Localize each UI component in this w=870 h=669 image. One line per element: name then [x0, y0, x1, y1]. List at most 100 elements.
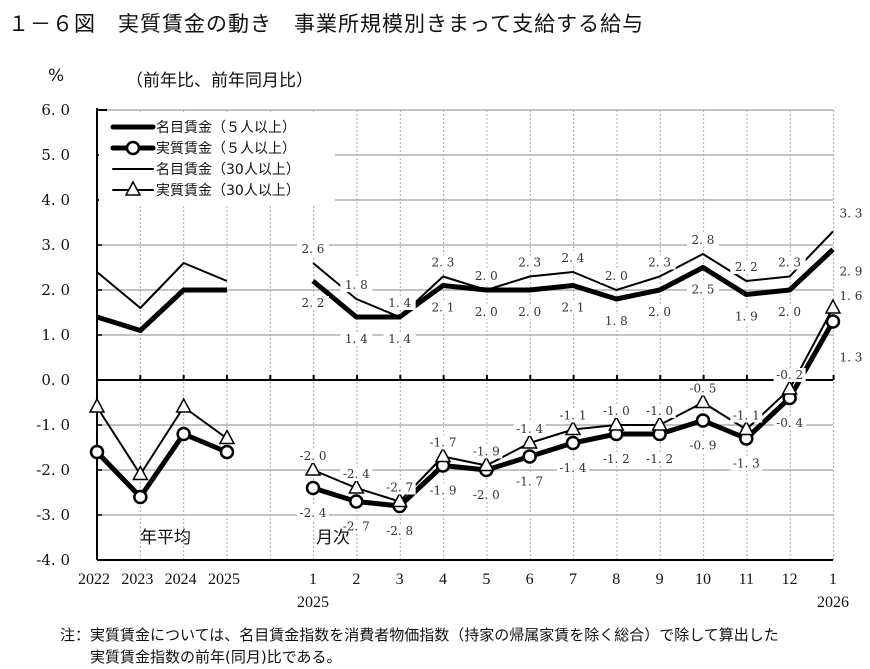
y-tick-label: 5. 0 — [41, 146, 70, 164]
circle-marker — [695, 413, 711, 428]
data-label-bg — [426, 300, 459, 315]
triangle-marker — [781, 379, 798, 395]
data-label: -1. 9 — [430, 484, 457, 498]
data-label: 2. 0 — [605, 269, 628, 283]
data-label-bg — [513, 474, 546, 489]
chart-title: １－６図 実質賃金の動き 事業所規模別きまって支給する給与 — [8, 12, 645, 36]
triangle-marker — [434, 446, 452, 463]
triangle-marker — [124, 180, 142, 196]
data-label: 2. 1 — [432, 301, 455, 315]
data-label: 2. 4 — [562, 251, 585, 265]
triangle-marker — [304, 460, 322, 476]
data-label-bg — [556, 251, 589, 265]
data-label-bg — [600, 404, 633, 418]
y-tick-label: -2. 0 — [36, 461, 70, 479]
data-label: -0. 5 — [689, 382, 716, 396]
x-tick-label-month: 12 — [782, 571, 798, 588]
data-label-bg — [686, 233, 719, 247]
x-tick-label-annual: 2024 — [165, 571, 197, 588]
data-label-bg — [297, 296, 329, 310]
triangle-marker — [218, 428, 236, 445]
x-tick-label-month: 9 — [656, 571, 664, 588]
x-tick-label-month: 7 — [569, 571, 577, 588]
data-label: 2. 9 — [840, 265, 863, 279]
data-label: 2. 3 — [518, 256, 541, 270]
circle-marker — [349, 494, 364, 509]
x-tick-label-month: 1 — [829, 571, 837, 588]
data-label-bg — [834, 289, 867, 303]
data-label: -1. 0 — [646, 404, 673, 418]
data-label-bg — [686, 282, 719, 297]
data-label: 2. 1 — [562, 301, 585, 315]
data-label-bg — [297, 242, 329, 256]
data-label: 2. 3 — [648, 256, 671, 270]
x-tick-label-month: 10 — [695, 571, 711, 588]
data-label: -1. 1 — [733, 409, 760, 423]
data-label-bg — [340, 467, 373, 481]
y-tick-label: 3. 0 — [41, 236, 70, 254]
data-label-bg — [513, 305, 546, 319]
data-label: 1. 4 — [388, 332, 411, 346]
legend: 名目賃金（５人以上） 実質賃金（５人以上） 名目賃金（30人以上） 実質賃金（30人以… — [99, 113, 335, 205]
data-label-bg — [643, 404, 676, 418]
data-label-bg — [834, 350, 867, 365]
data-series — [88, 230, 842, 514]
nominal-30plus-line — [96, 262, 228, 309]
data-label: 2. 6 — [302, 242, 325, 256]
circle-marker — [176, 426, 191, 442]
data-label: -2. 4 — [343, 467, 370, 481]
data-labels: 2. 2 1. 4 1. 4 2. 1 2. 0 2. 0 2. 1 1. 8 2. 0 2. 5… — [140, 206, 867, 548]
y-tick-label: -4. 0 — [36, 551, 70, 569]
triangle-marker — [132, 464, 149, 481]
data-label: 1. 8 — [605, 314, 628, 328]
triangle-marker — [608, 415, 625, 431]
data-label: -1. 3 — [733, 457, 760, 471]
data-label: -2. 8 — [386, 524, 413, 538]
data-label-bg — [383, 480, 416, 495]
data-label: 2. 2 — [735, 260, 758, 274]
data-label-bg — [730, 260, 763, 274]
data-label: 1. 4 — [345, 332, 368, 346]
circle-marker — [89, 444, 105, 460]
circle-marker — [522, 449, 537, 464]
nominal-5plus-line — [96, 287, 227, 333]
x-year-label-end: 2026 — [817, 594, 849, 611]
data-label: 2. 5 — [692, 283, 715, 297]
data-label-bg — [556, 408, 589, 423]
data-label-bg — [470, 488, 503, 502]
triangle-marker — [694, 392, 712, 409]
data-label-bg — [340, 278, 373, 292]
x-year-label-start: 2025 — [297, 594, 329, 611]
data-label: -1. 4 — [560, 461, 587, 475]
data-label: 2. 0 — [778, 305, 801, 319]
circle-marker — [125, 140, 141, 156]
y-tick-label: -3. 0 — [36, 506, 70, 524]
nominal-5plus-line — [311, 247, 835, 320]
footnote-line-2: 実質賃金指数の前年(同月)比である。 — [90, 648, 342, 666]
triangle-marker — [738, 419, 755, 436]
data-label-bg — [600, 452, 633, 466]
triangle-marker — [175, 397, 192, 413]
axes: 6. 0 5. 0 4. 0 3. 0 2. 0 1. 0 0. 0 -1. 0 -2. 0 -3… — [36, 101, 835, 569]
data-label-bg — [834, 264, 867, 279]
data-label: -1. 4 — [516, 422, 543, 436]
x-tick-label-annual: 2022 — [78, 571, 110, 588]
data-label-bg — [513, 255, 546, 270]
x-tick-label-month: 3 — [396, 571, 404, 588]
data-label: -1. 2 — [603, 452, 630, 466]
data-label: -2. 0 — [300, 449, 327, 463]
triangle-marker — [348, 478, 365, 494]
data-label-bg — [426, 255, 459, 270]
triangle-marker — [88, 397, 106, 413]
data-label: 1. 8 — [345, 278, 368, 292]
triangle-marker — [521, 433, 538, 449]
annual-section-label: 年平均 — [140, 528, 191, 548]
data-label: -2. 7 — [386, 481, 413, 495]
legend-label: 実質賃金（30人以上） — [156, 183, 300, 199]
data-label-bg — [383, 524, 416, 538]
data-label-bg — [340, 519, 373, 534]
data-label-bg — [730, 456, 763, 471]
data-label: -1. 1 — [560, 409, 587, 423]
data-label-bg — [643, 255, 676, 270]
